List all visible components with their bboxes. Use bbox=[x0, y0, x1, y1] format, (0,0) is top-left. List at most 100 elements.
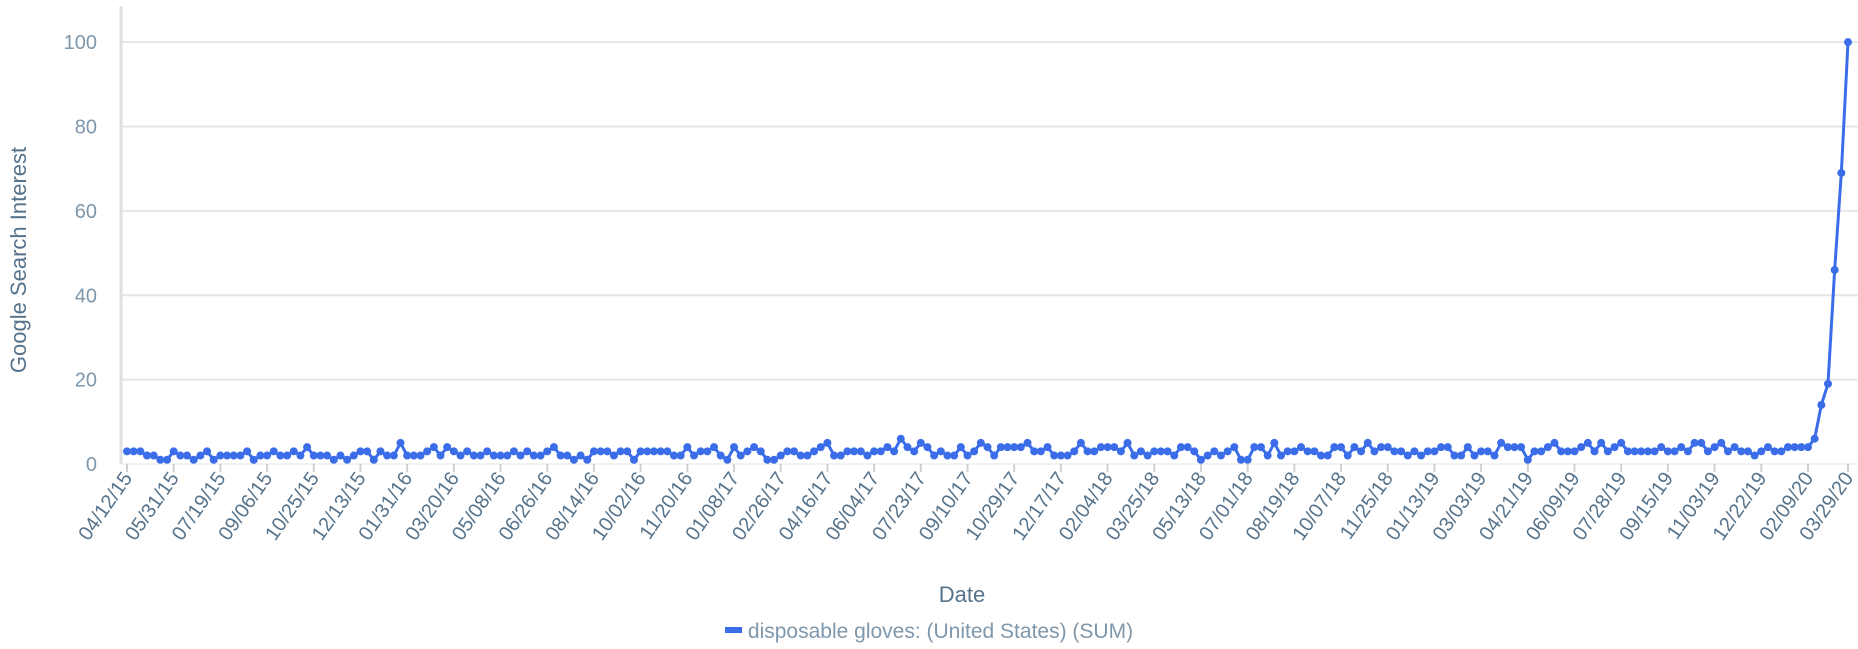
data-point[interactable] bbox=[1170, 451, 1179, 460]
data-point[interactable] bbox=[896, 434, 905, 443]
data-point[interactable] bbox=[356, 447, 365, 456]
data-point[interactable] bbox=[1390, 447, 1399, 456]
data-point[interactable] bbox=[1570, 447, 1579, 456]
data-point[interactable] bbox=[1190, 447, 1199, 456]
data-point[interactable] bbox=[823, 438, 832, 447]
data-point[interactable] bbox=[1603, 447, 1612, 456]
data-point[interactable] bbox=[1810, 434, 1819, 443]
data-point[interactable] bbox=[1370, 447, 1379, 456]
data-point[interactable] bbox=[1083, 447, 1092, 456]
data-point[interactable] bbox=[1450, 451, 1459, 460]
data-point[interactable] bbox=[1657, 443, 1666, 452]
data-point[interactable] bbox=[1437, 443, 1446, 452]
data-point[interactable] bbox=[710, 443, 719, 452]
data-point[interactable] bbox=[716, 451, 725, 460]
data-point[interactable] bbox=[376, 447, 385, 456]
data-point[interactable] bbox=[289, 447, 298, 456]
data-point[interactable] bbox=[996, 443, 1005, 452]
data-point[interactable] bbox=[910, 447, 919, 456]
data-point[interactable] bbox=[496, 451, 505, 460]
data-point[interactable] bbox=[956, 443, 965, 452]
data-point[interactable] bbox=[1417, 451, 1426, 460]
data-point[interactable] bbox=[123, 447, 131, 456]
data-point[interactable] bbox=[169, 447, 178, 456]
data-point[interactable] bbox=[730, 443, 739, 452]
data-point[interactable] bbox=[936, 447, 945, 456]
data-point[interactable] bbox=[1423, 447, 1432, 456]
data-point[interactable] bbox=[589, 447, 598, 456]
data-point[interactable] bbox=[790, 447, 799, 456]
data-point[interactable] bbox=[283, 451, 292, 460]
data-point[interactable] bbox=[1770, 447, 1779, 456]
data-point[interactable] bbox=[1517, 443, 1526, 452]
data-point[interactable] bbox=[329, 455, 338, 464]
data-point[interactable] bbox=[436, 451, 445, 460]
data-point[interactable] bbox=[449, 447, 458, 456]
data-point[interactable] bbox=[1537, 447, 1546, 456]
data-point[interactable] bbox=[669, 451, 678, 460]
data-point[interactable] bbox=[1637, 447, 1646, 456]
data-point[interactable] bbox=[1597, 438, 1606, 447]
data-point[interactable] bbox=[1096, 443, 1105, 452]
data-point[interactable] bbox=[1803, 443, 1812, 452]
data-point[interactable] bbox=[443, 443, 452, 452]
data-point[interactable] bbox=[1490, 451, 1499, 460]
data-point[interactable] bbox=[1050, 451, 1059, 460]
data-point[interactable] bbox=[656, 447, 665, 456]
data-point[interactable] bbox=[416, 451, 425, 460]
data-point[interactable] bbox=[263, 451, 272, 460]
data-point[interactable] bbox=[1317, 451, 1326, 460]
data-point[interactable] bbox=[970, 447, 979, 456]
data-point[interactable] bbox=[1577, 443, 1586, 452]
data-point[interactable] bbox=[783, 447, 792, 456]
data-point[interactable] bbox=[1530, 447, 1539, 456]
data-point[interactable] bbox=[476, 451, 485, 460]
data-point[interactable] bbox=[536, 451, 545, 460]
data-point[interactable] bbox=[1363, 438, 1372, 447]
data-point[interactable] bbox=[1463, 443, 1472, 452]
data-point[interactable] bbox=[1063, 451, 1072, 460]
data-point[interactable] bbox=[629, 455, 638, 464]
data-point[interactable] bbox=[403, 451, 412, 460]
data-point[interactable] bbox=[1377, 443, 1386, 452]
data-point[interactable] bbox=[1610, 443, 1619, 452]
data-point[interactable] bbox=[750, 443, 759, 452]
data-point[interactable] bbox=[1557, 447, 1566, 456]
data-point[interactable] bbox=[1156, 447, 1165, 456]
data-point[interactable] bbox=[1844, 38, 1852, 47]
data-point[interactable] bbox=[916, 438, 925, 447]
data-point[interactable] bbox=[1243, 455, 1252, 464]
data-point[interactable] bbox=[663, 447, 672, 456]
data-point[interactable] bbox=[1470, 451, 1479, 460]
data-point[interactable] bbox=[856, 447, 865, 456]
data-point[interactable] bbox=[189, 455, 198, 464]
data-point[interactable] bbox=[690, 451, 698, 460]
data-point[interactable] bbox=[1223, 447, 1232, 456]
data-point[interactable] bbox=[1236, 455, 1245, 464]
data-point[interactable] bbox=[756, 447, 765, 456]
data-point[interactable] bbox=[923, 443, 932, 452]
data-point[interactable] bbox=[883, 443, 892, 452]
data-point[interactable] bbox=[569, 455, 578, 464]
data-point[interactable] bbox=[1043, 443, 1052, 452]
data-point[interactable] bbox=[770, 455, 779, 464]
data-point[interactable] bbox=[1757, 447, 1766, 456]
data-point[interactable] bbox=[323, 451, 332, 460]
data-point[interactable] bbox=[316, 451, 325, 460]
data-point[interactable] bbox=[803, 451, 812, 460]
data-point[interactable] bbox=[1737, 447, 1746, 456]
data-point[interactable] bbox=[1670, 447, 1679, 456]
data-point[interactable] bbox=[1297, 443, 1306, 452]
data-point[interactable] bbox=[870, 447, 879, 456]
data-point[interactable] bbox=[463, 447, 472, 456]
data-point[interactable] bbox=[1136, 447, 1145, 456]
data-point[interactable] bbox=[423, 447, 432, 456]
data-point[interactable] bbox=[1710, 443, 1719, 452]
data-point[interactable] bbox=[816, 443, 825, 452]
data-point[interactable] bbox=[183, 451, 192, 460]
data-point[interactable] bbox=[1210, 447, 1219, 456]
data-point[interactable] bbox=[1056, 451, 1065, 460]
data-point[interactable] bbox=[1250, 443, 1259, 452]
data-point[interactable] bbox=[336, 451, 345, 460]
data-point[interactable] bbox=[456, 451, 465, 460]
